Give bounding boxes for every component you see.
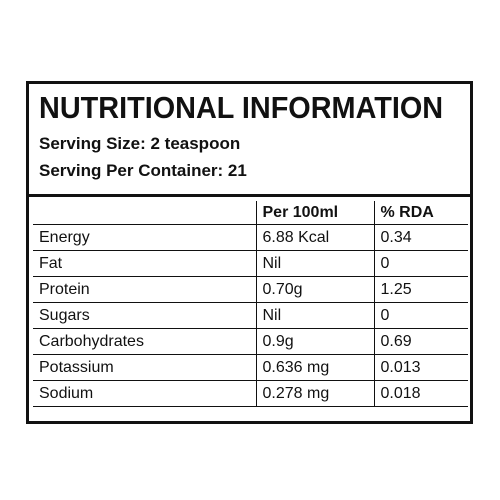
nutrient-value: 0.013 <box>373 354 468 381</box>
nutrient-value: 6.88 Kcal <box>255 224 375 251</box>
nutrient-value: Nil <box>255 250 375 277</box>
nutrient-value: 0.9g <box>255 328 375 355</box>
nutrient-name: Carbohydrates <box>33 328 257 355</box>
table-row: Fat Nil 0 <box>33 250 468 277</box>
divider <box>29 194 470 197</box>
header-cell: % RDA <box>373 201 468 225</box>
label-box: NUTRITIONAL INFORMATION Serving Size: 2 … <box>26 81 473 424</box>
table-row: Energy 6.88 Kcal 0.34 <box>33 224 468 251</box>
header-cell <box>33 201 257 225</box>
nutrient-value: 0.34 <box>373 224 468 251</box>
title: NUTRITIONAL INFORMATION <box>39 90 444 125</box>
nutrient-value: 0.636 mg <box>255 354 375 381</box>
table-row: Carbohydrates 0.9g 0.69 <box>33 328 468 355</box>
nutrient-value: 0.278 mg <box>255 380 375 407</box>
header-cell: Per 100ml <box>255 201 375 225</box>
servings-per-container: Serving Per Container: 21 <box>39 161 247 180</box>
table-row: Sugars Nil 0 <box>33 302 468 329</box>
nutrient-value: 0.69 <box>373 328 468 355</box>
nutrient-name: Sugars <box>33 302 257 329</box>
nutrition-table: Per 100ml% RDA Energy 6.88 Kcal 0.34 Fat Nil 0… <box>33 201 468 407</box>
nutrient-name: Sodium <box>33 380 257 407</box>
nutrient-value: 0 <box>373 302 468 329</box>
nutrient-value: Nil <box>255 302 375 329</box>
serving-size: Serving Size: 2 teaspoon <box>39 134 241 153</box>
nutrient-value: 0 <box>373 250 468 277</box>
header-row: Per 100ml% RDA <box>33 201 468 225</box>
table-row: Potassium 0.636 mg 0.013 <box>33 354 468 381</box>
table-row: Sodium 0.278 mg 0.018 <box>33 380 468 407</box>
nutrient-value: 1.25 <box>373 276 468 303</box>
nutrient-name: Potassium <box>33 354 257 381</box>
nutrient-name: Fat <box>33 250 257 277</box>
nutrient-name: Protein <box>33 276 257 303</box>
nutrient-name: Energy <box>33 224 257 251</box>
nutrient-value: 0.018 <box>373 380 468 407</box>
table-row: Protein 0.70g 1.25 <box>33 276 468 303</box>
nutrient-value: 0.70g <box>255 276 375 303</box>
